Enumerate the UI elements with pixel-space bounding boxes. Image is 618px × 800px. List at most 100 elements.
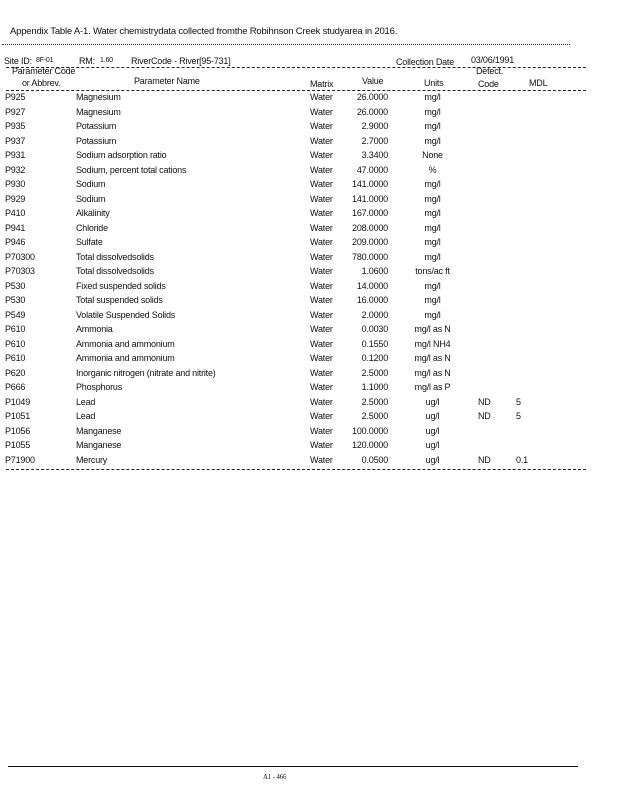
rm-value: 1.60 (100, 57, 113, 64)
table-row: P932 Sodium, percent total cations Water 47… (0, 165, 600, 179)
matrix: Water (310, 396, 333, 407)
table-row: P610 Ammonia and ammonium Water 0.1550 mg/l … (0, 339, 600, 353)
value: 26.0000 (356, 106, 388, 117)
param-name: Sulfate (76, 237, 103, 248)
table-row: P946 Sulfate Water 209.0000 mg/l (0, 237, 600, 251)
value: 208.0000 (352, 222, 388, 233)
table-row: P930 Sodium Water 141.0000 mg/l (0, 179, 600, 193)
param-name: Sodium, percent total cations (76, 164, 187, 175)
units: mg/l (424, 106, 441, 117)
units: mg/l (424, 309, 441, 320)
matrix: Water (310, 135, 333, 146)
header-mdl: MDL (529, 78, 548, 88)
units: ug/l (425, 455, 440, 465)
site-id-label: Site ID: (4, 56, 32, 66)
param-name: Magnesium (76, 92, 121, 102)
units: mg/l as N (414, 324, 451, 335)
units: % (428, 164, 437, 175)
matrix: Water (310, 425, 333, 436)
table-row: P1055 Manganese Water 120.0000 ug/l (0, 440, 600, 454)
value: 3.3400 (361, 150, 389, 161)
param-code: P930 (5, 179, 26, 190)
matrix: Water (310, 324, 333, 335)
value: 141.0000 (352, 179, 388, 190)
param-code: P610 (5, 324, 26, 335)
header-matrix: Matrix (310, 79, 334, 89)
units: mg/l as N (414, 353, 451, 364)
table-title: Appendix Table A-1. Water chemistrydata … (10, 26, 398, 37)
param-code: P929 (5, 193, 26, 204)
matrix: Water (310, 309, 333, 320)
units: mg/l (424, 237, 441, 248)
param-code: P931 (5, 150, 26, 161)
param-code: P927 (5, 106, 26, 117)
param-name: Total dissolvedsolids (76, 251, 154, 262)
param-code: P530 (5, 295, 26, 306)
param-name: Fixed suspended solids (76, 280, 166, 291)
units: mg/l NH4 (414, 338, 451, 349)
table-row: P941 Chloride Water 208.0000 mg/l (0, 223, 600, 237)
value: 14.0000 (356, 280, 388, 291)
matrix: Water (310, 164, 333, 175)
param-name: Mercury (76, 455, 108, 465)
table-row: P925 Magnesium Water 26.0000 mg/l (0, 92, 600, 106)
matrix: Water (310, 353, 333, 364)
value: 0.0500 (361, 455, 389, 465)
param-name: Magnesium (76, 106, 121, 117)
header-detect-code: Code (478, 79, 499, 89)
param-name: Alkalinity (76, 208, 110, 219)
matrix: Water (310, 179, 333, 190)
param-code: P610 (5, 353, 26, 364)
page-number: A1 - 466 (263, 773, 287, 781)
param-code: P530 (5, 280, 26, 291)
header-units: Units (424, 78, 444, 88)
header-value: Value (362, 76, 384, 86)
matrix: Water (310, 208, 333, 219)
value: 47.0000 (356, 164, 388, 175)
param-code: P71900 (5, 455, 35, 465)
header-code: Parameter Code (12, 66, 76, 76)
param-code: P1056 (5, 425, 31, 436)
value: 1.1000 (361, 382, 389, 393)
param-name: Potassium (76, 121, 117, 132)
param-name: Sodium adsorption ratio (76, 150, 167, 161)
param-code: P620 (5, 367, 26, 378)
matrix: Water (310, 150, 333, 161)
table-row: P410 Alkalinity Water 167.0000 mg/l (0, 208, 600, 222)
matrix: Water (310, 411, 333, 422)
divider (2, 44, 570, 45)
table-row: P549 Volatile Suspended Solids Water 2.0000… (0, 310, 600, 324)
matrix: Water (310, 92, 333, 102)
param-name: Sodium (76, 179, 106, 190)
units: ug/l (425, 440, 440, 451)
matrix: Water (310, 251, 333, 262)
param-code: P666 (5, 382, 26, 393)
param-code: P1051 (5, 411, 31, 422)
units: ug/l (425, 425, 440, 436)
param-name: Chloride (76, 222, 108, 233)
param-name: Potassium (76, 135, 117, 146)
table-row: P927 Magnesium Water 26.0000 mg/l (0, 107, 600, 121)
detect-code: ND (478, 396, 491, 407)
param-name: Total dissolvedsolids (76, 266, 154, 277)
param-name: Lead (76, 396, 96, 407)
table-row: P530 Total suspended solids Water 16.0000 mg… (0, 295, 600, 309)
header-name: Parameter Name (134, 76, 200, 86)
param-name: Ammonia (76, 324, 113, 335)
value: 2.5000 (361, 367, 389, 378)
table-row: P70300 Total dissolvedsolids Water 780.0000… (0, 252, 600, 266)
param-code: P410 (5, 208, 26, 219)
param-code: P1049 (5, 396, 31, 407)
param-name: Ammonia and ammonium (76, 353, 175, 364)
value: 26.0000 (356, 92, 388, 102)
units: mg/l (424, 208, 441, 219)
units: mg/l (424, 295, 441, 306)
value: 2.5000 (361, 411, 389, 422)
matrix: Water (310, 222, 333, 233)
matrix: Water (310, 266, 333, 277)
divider (6, 90, 586, 91)
matrix: Water (310, 121, 333, 132)
table-row: P610 Ammonia and ammonium Water 0.1200 mg/l … (0, 353, 600, 367)
site-id: 8F-01 (36, 57, 54, 64)
units: mg/l (424, 121, 441, 132)
